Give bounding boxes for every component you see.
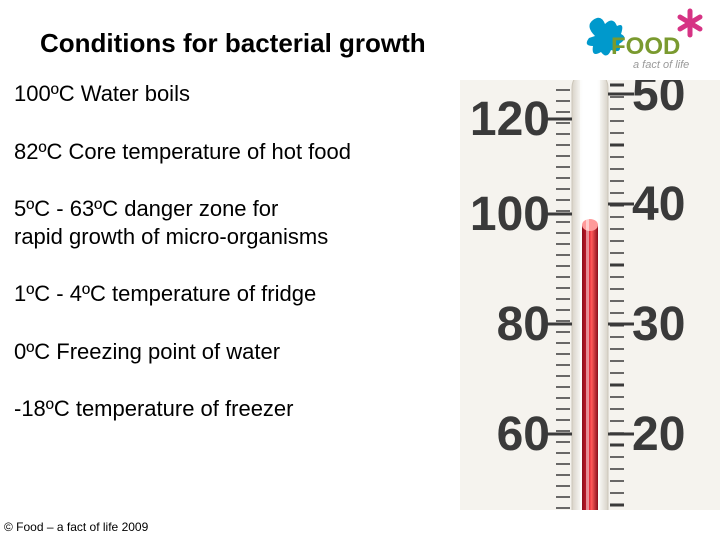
thermometer-image: 120 100 80 60 50 40 30 20 xyxy=(460,80,720,510)
logo-brand-text: FOOD xyxy=(611,33,680,60)
food-logo: FOOD a fact of life xyxy=(575,8,710,78)
list-item: 1ºC - 4ºC temperature of fridge xyxy=(14,280,414,308)
svg-text:20: 20 xyxy=(632,408,685,461)
list-item: 82ºC Core temperature of hot food xyxy=(14,138,414,166)
list-item: 0ºC Freezing point of water xyxy=(14,338,414,366)
page-title: Conditions for bacterial growth xyxy=(40,28,426,59)
copyright-text: © Food – a fact of life 2009 xyxy=(4,520,148,534)
svg-text:120: 120 xyxy=(470,93,550,146)
svg-text:40: 40 xyxy=(632,178,685,231)
asterisk-icon xyxy=(680,11,700,35)
logo-tagline-text: a fact of life xyxy=(633,59,689,71)
list-item: 5ºC - 63ºC danger zone forrapid growth o… xyxy=(14,195,414,250)
temperature-list: 100ºC Water boils 82ºC Core temperature … xyxy=(14,80,414,453)
svg-text:60: 60 xyxy=(497,408,550,461)
svg-text:100: 100 xyxy=(470,188,550,241)
list-item: -18ºC temperature of freezer xyxy=(14,395,414,423)
list-item: 100ºC Water boils xyxy=(14,80,414,108)
svg-text:50: 50 xyxy=(632,80,685,121)
svg-text:30: 30 xyxy=(632,298,685,351)
svg-text:80: 80 xyxy=(497,298,550,351)
